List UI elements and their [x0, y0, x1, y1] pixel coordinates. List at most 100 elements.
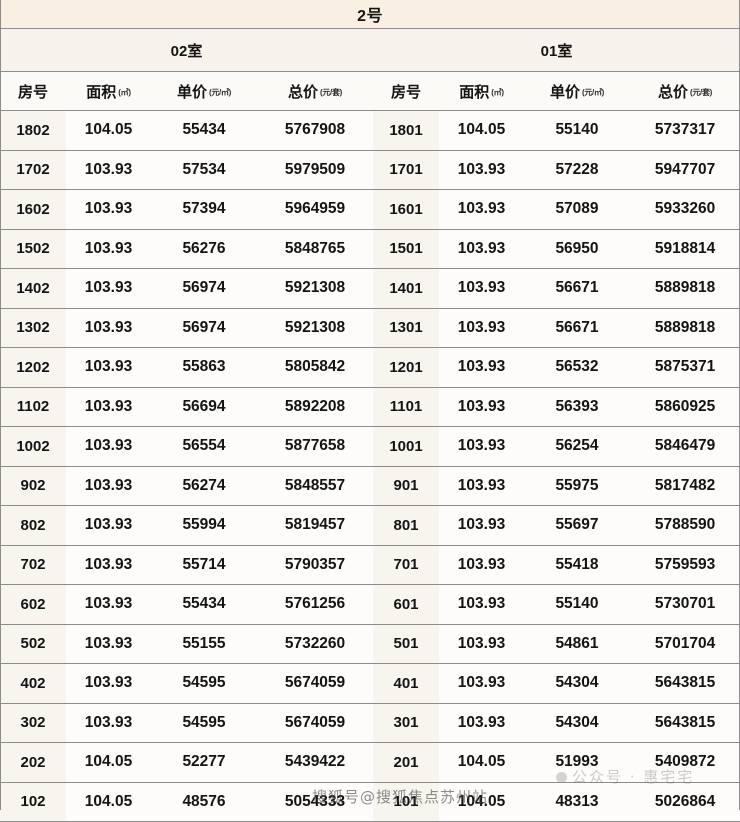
- cell-room-left: 1802: [0, 110, 66, 151]
- cell-room-right: 1801: [373, 110, 439, 151]
- cell-unit-price-left: 57534: [151, 149, 257, 190]
- cell-unit-price-left: 56974: [151, 268, 257, 309]
- header-unitprice-right-label: 单价: [549, 83, 580, 101]
- table-row: 802 103.93 55994 5819457 801 103.93 55697 57885…: [0, 505, 740, 546]
- cell-area-left: 103.93: [66, 505, 151, 546]
- cell-unit-price-left: 56554: [151, 426, 257, 467]
- cell-total-price-right: 5875371: [630, 347, 740, 388]
- cell-area-right: 103.93: [439, 189, 524, 230]
- header-unitprice-left-unit: (元/㎡): [208, 88, 232, 98]
- cell-total-price-right: 5737317: [630, 110, 740, 151]
- cell-room-right: 1201: [373, 347, 439, 388]
- cell-unit-price-left: 55434: [151, 110, 257, 151]
- cell-unit-price-left: 55434: [151, 584, 257, 625]
- header-room-left-label: 房号: [17, 83, 48, 101]
- header-area-left: 面积 (㎡): [66, 71, 151, 111]
- table-row: 602 103.93 55434 5761256 601 103.93 55140 57307…: [0, 584, 740, 625]
- cell-unit-price-right: 56254: [524, 426, 630, 467]
- header-room-left: 房号: [0, 71, 66, 111]
- cell-unit-price-right: 57089: [524, 189, 630, 230]
- cell-unit-price-right: 56671: [524, 307, 630, 348]
- header-area-right-unit: (㎡): [491, 88, 504, 98]
- cell-unit-price-right: 55140: [524, 110, 630, 151]
- header-unitprice-left: 单价 (元/㎡): [151, 71, 257, 111]
- cell-room-right: 1701: [373, 149, 439, 190]
- cell-total-price-right: 5889818: [630, 268, 740, 309]
- cell-room-right: 401: [373, 663, 439, 704]
- cell-total-price-left: 5921308: [257, 268, 373, 309]
- cell-area-left: 103.93: [66, 386, 151, 427]
- cell-total-price-right: 5730701: [630, 584, 740, 625]
- cell-room-right: 601: [373, 584, 439, 625]
- cell-area-left: 103.93: [66, 189, 151, 230]
- cell-total-price-right: 5846479: [630, 426, 740, 467]
- cell-total-price-left: 5964959: [257, 189, 373, 230]
- cell-unit-price-left: 56694: [151, 386, 257, 427]
- cell-total-price-left: 5848765: [257, 228, 373, 269]
- cell-unit-price-right: 55697: [524, 505, 630, 546]
- header-totalprice-right: 总价 (元/套): [630, 71, 740, 111]
- cell-area-left: 103.93: [66, 149, 151, 190]
- unit-group-label-02: 02室: [0, 28, 373, 72]
- header-room-right: 房号: [373, 71, 439, 111]
- table-row: 702 103.93 55714 5790357 701 103.93 55418 57595…: [0, 544, 740, 585]
- cell-total-price-left: 5767908: [257, 110, 373, 151]
- cell-area-left: 104.05: [66, 781, 151, 822]
- cell-unit-price-left: 48576: [151, 781, 257, 822]
- cell-room-left: 902: [0, 465, 66, 506]
- building-title: 2号: [0, 0, 740, 29]
- cell-room-left: 602: [0, 584, 66, 625]
- cell-total-price-right: 5643815: [630, 663, 740, 704]
- cell-room-right: 201: [373, 742, 439, 783]
- cell-unit-price-right: 54304: [524, 663, 630, 704]
- cell-total-price-left: 5877658: [257, 426, 373, 467]
- header-area-left-label: 面积: [86, 83, 117, 101]
- cell-unit-price-left: 56974: [151, 307, 257, 348]
- cell-unit-price-right: 55975: [524, 465, 630, 506]
- cell-area-left: 103.93: [66, 268, 151, 309]
- cell-unit-price-right: 54304: [524, 702, 630, 743]
- cell-unit-price-right: 56532: [524, 347, 630, 388]
- cell-area-right: 103.93: [439, 307, 524, 348]
- cell-room-left: 702: [0, 544, 66, 585]
- cell-unit-price-left: 55155: [151, 623, 257, 664]
- cell-area-right: 104.05: [439, 742, 524, 783]
- cell-total-price-left: 5819457: [257, 505, 373, 546]
- cell-area-left: 103.93: [66, 702, 151, 743]
- cell-room-right: 301: [373, 702, 439, 743]
- cell-total-price-right: 5026864: [630, 781, 740, 822]
- header-totalprice-left-unit: (元/套): [319, 88, 343, 98]
- cell-room-left: 1602: [0, 189, 66, 230]
- cell-unit-price-left: 55994: [151, 505, 257, 546]
- cell-room-left: 802: [0, 505, 66, 546]
- cell-unit-price-left: 52277: [151, 742, 257, 783]
- cell-area-right: 103.93: [439, 347, 524, 388]
- cell-total-price-left: 5674059: [257, 663, 373, 704]
- cell-area-left: 103.93: [66, 465, 151, 506]
- cell-total-price-right: 5918814: [630, 228, 740, 269]
- unit-group-row: 02室 01室: [0, 28, 740, 72]
- header-unitprice-left-label: 单价: [176, 83, 207, 101]
- cell-area-left: 103.93: [66, 347, 151, 388]
- cell-area-right: 103.93: [439, 268, 524, 309]
- cell-room-left: 502: [0, 623, 66, 664]
- cell-unit-price-right: 57228: [524, 149, 630, 190]
- header-totalprice-right-unit: (元/套): [689, 88, 713, 98]
- table-row: 1202 103.93 55863 5805842 1201 103.93 56532 587…: [0, 347, 740, 388]
- cell-unit-price-left: 56274: [151, 465, 257, 506]
- cell-room-right: 801: [373, 505, 439, 546]
- cell-total-price-left: 5848557: [257, 465, 373, 506]
- cell-area-right: 103.93: [439, 465, 524, 506]
- cell-total-price-right: 5817482: [630, 465, 740, 506]
- table-row: 1102 103.93 56694 5892208 1101 103.93 56393 586…: [0, 386, 740, 427]
- cell-room-left: 1402: [0, 268, 66, 309]
- cell-area-left: 104.05: [66, 742, 151, 783]
- cell-total-price-right: 5933260: [630, 189, 740, 230]
- cell-area-left: 104.05: [66, 110, 151, 151]
- cell-total-price-left: 5732260: [257, 623, 373, 664]
- cell-unit-price-right: 51993: [524, 742, 630, 783]
- cell-room-right: 1401: [373, 268, 439, 309]
- cell-room-right: 1501: [373, 228, 439, 269]
- cell-unit-price-left: 54595: [151, 702, 257, 743]
